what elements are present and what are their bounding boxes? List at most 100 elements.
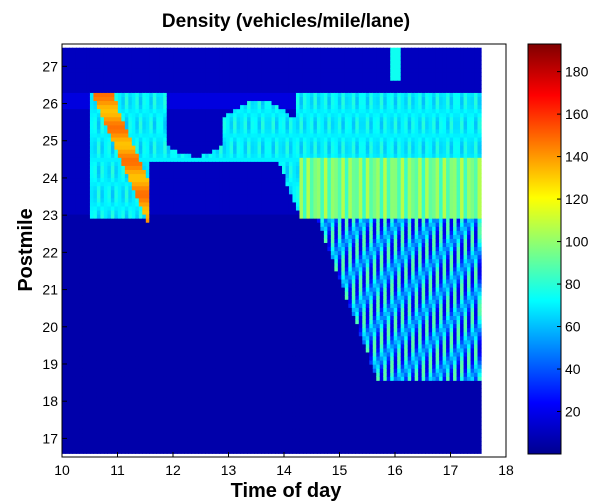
- heatmap-cell: [93, 380, 98, 385]
- heatmap-cell: [170, 149, 175, 154]
- heatmap-cell: [75, 120, 81, 126]
- heatmap-cell: [117, 380, 122, 385]
- heatmap-cell: [152, 299, 157, 304]
- heatmap-cell: [198, 173, 203, 179]
- heatmap-cell: [96, 420, 102, 426]
- heatmap-cell: [82, 230, 88, 235]
- heatmap-cell: [149, 209, 154, 215]
- heatmap-cell: [138, 47, 143, 53]
- heatmap-cell: [201, 80, 206, 85]
- heatmap-cell: [201, 92, 206, 97]
- heatmap-cell: [219, 141, 224, 146]
- heatmap-cell: [62, 157, 67, 162]
- heatmap-cell: [198, 388, 203, 394]
- heatmap-cell: [233, 291, 238, 296]
- heatmap-cell: [114, 80, 119, 85]
- heatmap-cell: [191, 270, 196, 276]
- heatmap-cell: [156, 136, 161, 142]
- heatmap-cell: [187, 218, 192, 223]
- heatmap-cell: [219, 47, 224, 53]
- heatmap-cell: [82, 246, 88, 252]
- heatmap-cell: [79, 441, 84, 446]
- heatmap-cell: [166, 347, 171, 353]
- heatmap-cell: [208, 437, 213, 442]
- heatmap-cell: [121, 307, 126, 312]
- heatmap-cell: [114, 96, 119, 102]
- heatmap-cell: [62, 96, 67, 102]
- heatmap-cell: [152, 335, 157, 341]
- heatmap-cell: [152, 270, 157, 276]
- heatmap-cell: [107, 234, 112, 239]
- heatmap-cell: [163, 76, 168, 81]
- heatmap-cell: [89, 295, 95, 300]
- heatmap-cell: [103, 214, 108, 219]
- heatmap-cell: [93, 80, 98, 85]
- heatmap-cell: [89, 347, 95, 353]
- heatmap-cell: [205, 201, 210, 207]
- heatmap-cell: [124, 100, 129, 106]
- heatmap-cell: [219, 315, 224, 321]
- heatmap-cell: [138, 242, 143, 248]
- heatmap-cell: [135, 145, 140, 150]
- heatmap-cell: [191, 392, 196, 398]
- heatmap-cell: [219, 185, 224, 191]
- heatmap-cell: [212, 274, 217, 280]
- heatmap-cell: [173, 428, 178, 434]
- heatmap-cell: [194, 445, 199, 450]
- heatmap-cell: [82, 250, 88, 256]
- heatmap-cell: [229, 246, 234, 252]
- heatmap-cell: [149, 396, 154, 402]
- heatmap-cell: [170, 291, 175, 296]
- heatmap-cell: [142, 319, 147, 325]
- heatmap-cell: [208, 258, 213, 264]
- heatmap-cell: [156, 68, 161, 73]
- heatmap-cell: [117, 295, 122, 300]
- heatmap-cell: [194, 189, 199, 195]
- heatmap-cell: [100, 274, 105, 280]
- heatmap-cell: [145, 291, 150, 296]
- heatmap-cell: [131, 222, 136, 227]
- heatmap-cell: [79, 360, 84, 365]
- heatmap-cell: [131, 124, 136, 130]
- heatmap-cell: [62, 108, 67, 114]
- heatmap-cell: [191, 307, 196, 312]
- heatmap-cell: [191, 76, 196, 81]
- heatmap-cell: [159, 278, 164, 284]
- heatmap-cell: [145, 132, 150, 138]
- heatmap-cell: [201, 270, 206, 276]
- heatmap-cell: [222, 205, 227, 211]
- heatmap-cell: [184, 185, 189, 191]
- heatmap-cell: [100, 80, 105, 85]
- heatmap-cell: [142, 161, 147, 166]
- heatmap-cell: [110, 112, 115, 118]
- heatmap-cell: [121, 420, 126, 426]
- heatmap-cell: [89, 424, 95, 430]
- heatmap-cell: [124, 327, 129, 333]
- heatmap-cell: [191, 108, 196, 114]
- heatmap-cell: [121, 323, 126, 329]
- heatmap-cell: [156, 428, 161, 434]
- heatmap-cell: [191, 331, 196, 337]
- heatmap-cell: [89, 76, 95, 81]
- heatmap-cell: [128, 197, 133, 203]
- heatmap-cell: [208, 339, 213, 345]
- heatmap-cell: [68, 323, 74, 329]
- heatmap-cell: [191, 274, 196, 280]
- heatmap-cell: [82, 63, 88, 69]
- heatmap-cell: [135, 201, 140, 207]
- heatmap-cell: [121, 153, 126, 158]
- heatmap-cell: [82, 428, 88, 434]
- heatmap-cell: [135, 412, 140, 418]
- heatmap-cell: [170, 193, 175, 199]
- heatmap-cell: [128, 173, 133, 179]
- heatmap-cell: [177, 368, 182, 373]
- heatmap-cell: [233, 63, 238, 69]
- heatmap-cell: [117, 68, 122, 73]
- heatmap-cell: [163, 278, 168, 284]
- heatmap-cell: [96, 449, 102, 454]
- heatmap-cell: [142, 104, 147, 110]
- heatmap-cell: [82, 238, 88, 243]
- heatmap-cell: [107, 209, 112, 215]
- heatmap-cell: [166, 234, 171, 239]
- heatmap-cell: [131, 84, 136, 89]
